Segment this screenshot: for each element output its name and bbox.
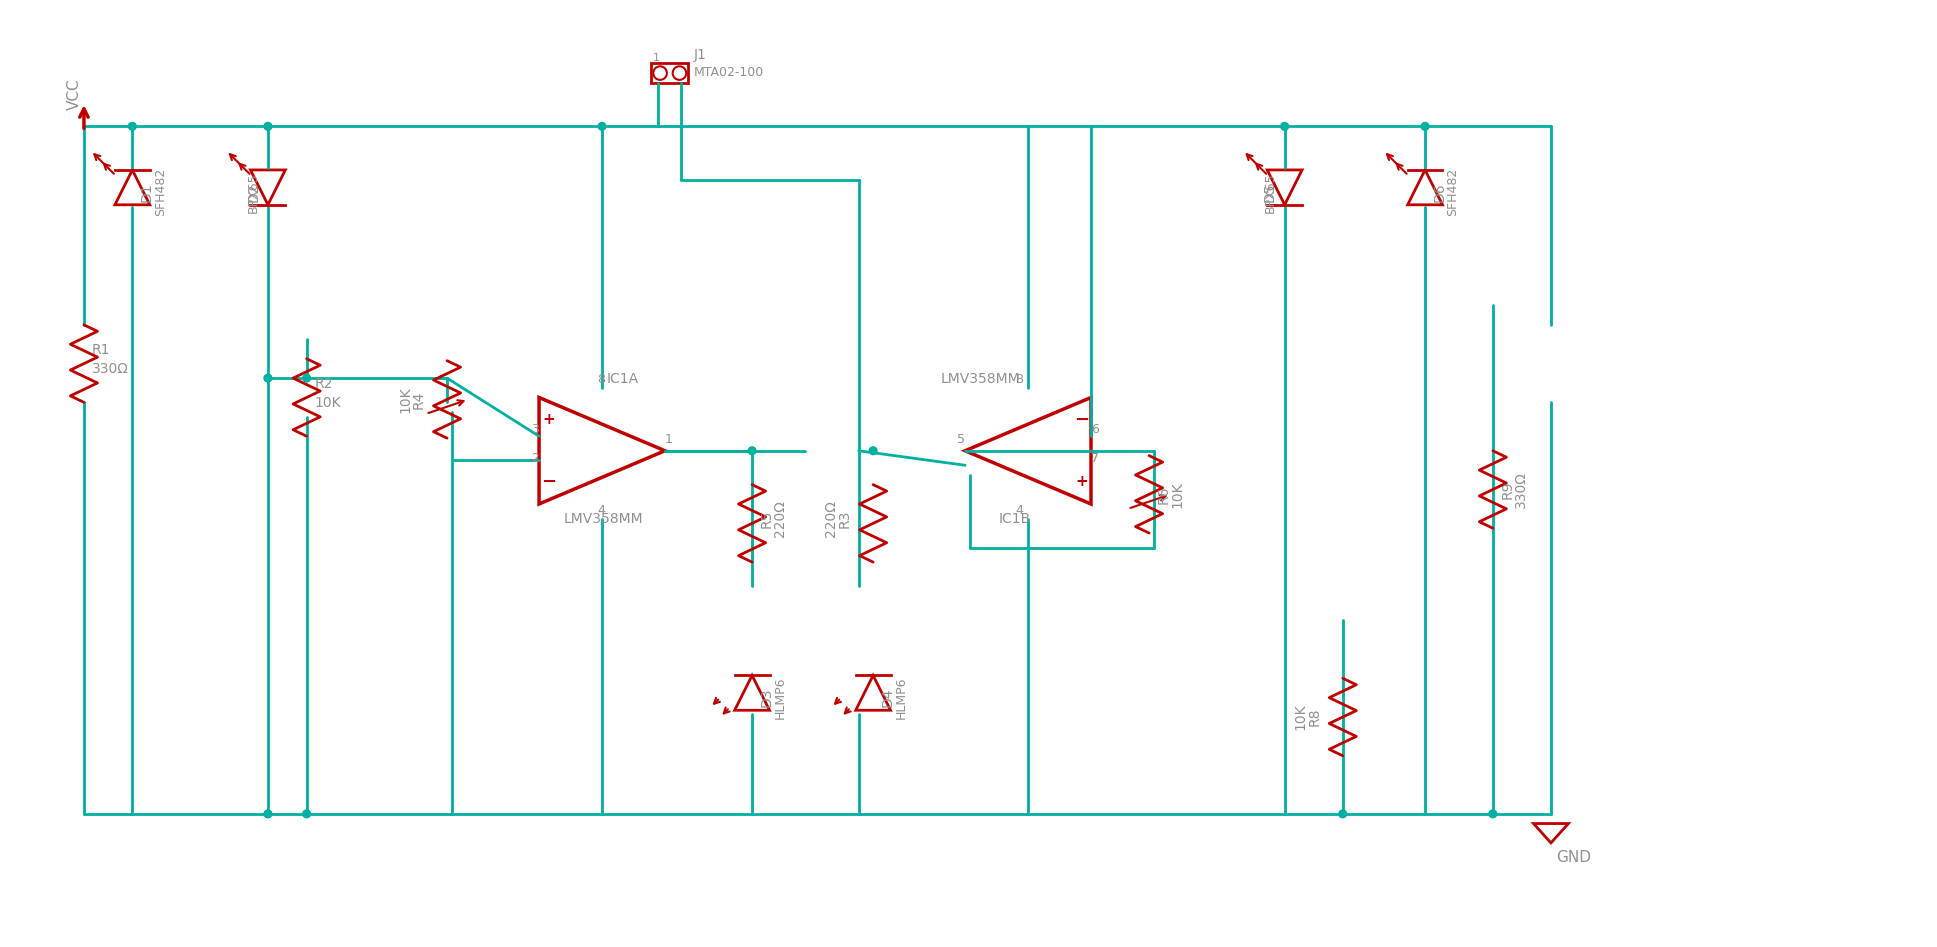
Text: D3: D3 (759, 688, 773, 707)
Text: R9: R9 (1501, 480, 1515, 499)
Text: −: − (540, 473, 556, 491)
Text: +: + (542, 412, 556, 427)
Circle shape (1490, 810, 1497, 818)
Circle shape (1338, 810, 1346, 818)
Text: +: + (1075, 474, 1089, 490)
Text: D5: D5 (1263, 183, 1276, 202)
Text: 330Ω: 330Ω (1515, 471, 1528, 508)
Text: 10K: 10K (1294, 704, 1307, 730)
Circle shape (1422, 122, 1430, 131)
Text: HLMP6: HLMP6 (773, 676, 786, 719)
Text: 10K: 10K (1170, 481, 1184, 508)
Text: 4: 4 (1015, 504, 1023, 517)
Circle shape (302, 810, 310, 818)
Text: SFH482: SFH482 (153, 168, 167, 216)
Text: VCC: VCC (66, 79, 81, 110)
Text: 220Ω: 220Ω (773, 500, 786, 537)
Text: R4: R4 (413, 390, 426, 408)
Circle shape (870, 447, 877, 455)
Text: D1: D1 (139, 183, 155, 202)
Circle shape (1280, 122, 1288, 131)
Text: 2: 2 (531, 453, 538, 465)
Text: J1: J1 (693, 47, 707, 62)
Circle shape (302, 374, 310, 382)
Text: IC1A: IC1A (606, 372, 639, 386)
Text: 6: 6 (1091, 423, 1098, 437)
Text: 3: 3 (531, 423, 538, 437)
Text: LMV358MM: LMV358MM (941, 372, 1021, 386)
Text: 330Ω: 330Ω (91, 363, 128, 376)
Text: 8: 8 (1015, 373, 1023, 386)
Text: R6: R6 (1156, 485, 1170, 504)
Text: D2: D2 (246, 183, 260, 202)
Text: 1: 1 (664, 433, 672, 446)
Circle shape (599, 122, 606, 131)
Text: 8: 8 (597, 373, 604, 386)
Text: D4: D4 (881, 688, 895, 707)
Circle shape (748, 447, 755, 455)
Text: −: − (1073, 411, 1089, 429)
Bar (651, 63, 688, 82)
Circle shape (263, 374, 271, 382)
Text: 1: 1 (653, 52, 661, 63)
Text: R5: R5 (759, 509, 773, 527)
Text: 4: 4 (597, 504, 604, 517)
Text: GND: GND (1555, 850, 1590, 865)
Text: MTA02-100: MTA02-100 (693, 66, 765, 79)
Text: IC1B: IC1B (999, 512, 1030, 527)
Text: R8: R8 (1307, 707, 1321, 726)
Text: 10K: 10K (399, 386, 413, 413)
Text: R2: R2 (314, 377, 333, 391)
Text: HLMP6: HLMP6 (895, 676, 907, 719)
Text: 5: 5 (957, 433, 965, 446)
Circle shape (263, 810, 271, 818)
Text: R3: R3 (839, 509, 852, 527)
Circle shape (128, 122, 136, 131)
Text: 7: 7 (1091, 453, 1098, 465)
Text: R1: R1 (91, 343, 110, 357)
Text: LMV358MM: LMV358MM (564, 512, 643, 527)
Text: D6: D6 (1433, 183, 1447, 202)
Circle shape (263, 122, 271, 131)
Text: SFH482: SFH482 (1447, 168, 1459, 216)
Text: 10K: 10K (314, 396, 341, 410)
Text: BPX65: BPX65 (246, 172, 260, 212)
Text: 220Ω: 220Ω (825, 500, 839, 537)
Text: BPX65: BPX65 (1263, 172, 1276, 212)
